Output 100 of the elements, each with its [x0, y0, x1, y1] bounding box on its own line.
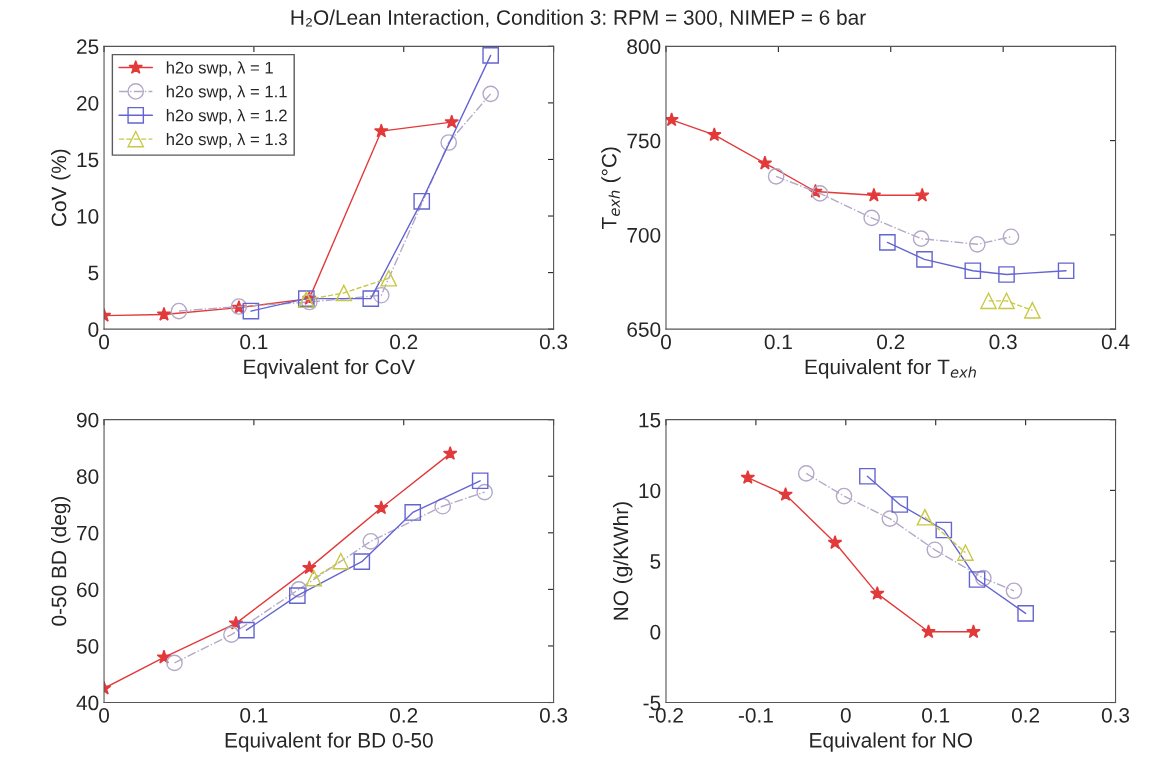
- x-axis-title: Equivalent for BD 0-50: [225, 732, 433, 752]
- y-tick-label: 0: [650, 624, 661, 640]
- point: [881, 510, 899, 528]
- point: [156, 649, 172, 664]
- x-tick-label: 0: [99, 707, 110, 723]
- point: [964, 262, 982, 280]
- y-tick-label: 80: [76, 469, 99, 484]
- point: [879, 234, 896, 251]
- point: [442, 445, 458, 460]
- point: [998, 266, 1015, 283]
- x-tick-label: 0.3: [539, 707, 568, 723]
- y-tick-label: 70: [77, 525, 99, 541]
- chart-title: H₂O/Lean Interaction, Condition 3: RPM = 300, NIMEP = 6 bar: [291, 9, 866, 28]
- point: [980, 292, 997, 310]
- x-axis-title: Eqvivalent for CoV: [244, 359, 415, 379]
- x-tick-label: 0.3: [539, 334, 568, 350]
- point: [1017, 605, 1034, 622]
- x-tick-label: 0: [661, 334, 671, 350]
- point: [811, 185, 829, 202]
- legend-label: h2o swp, λ = 1.2: [166, 109, 287, 125]
- x-tick-label: 0.1: [240, 334, 268, 350]
- point: [482, 47, 499, 64]
- point: [289, 587, 306, 604]
- point: [305, 569, 323, 587]
- point: [921, 624, 936, 639]
- point: [975, 569, 992, 587]
- point: [353, 553, 371, 570]
- point: [998, 292, 1015, 310]
- point: [166, 654, 183, 672]
- legend-label: h2o swp, λ = 1: [166, 61, 273, 77]
- point: [476, 483, 493, 501]
- point: [740, 470, 756, 484]
- x-tick-label: 0.3: [989, 334, 1017, 350]
- point: [957, 544, 974, 561]
- point: [869, 585, 885, 600]
- point: [916, 508, 934, 526]
- point: [471, 472, 489, 490]
- y-axis-title: 0-50 BD (deg): [51, 496, 71, 626]
- x-tick-label: 0.2: [390, 334, 418, 350]
- point: [912, 230, 930, 247]
- x-tick-label: 0.3: [1101, 707, 1130, 723]
- point: [863, 209, 880, 227]
- point: [914, 187, 930, 202]
- point: [1057, 262, 1075, 280]
- point: [1005, 582, 1023, 600]
- x-tick-label: 0.1: [240, 707, 268, 723]
- point: [440, 134, 458, 151]
- y-axis-title: CoV (%): [51, 149, 71, 227]
- point: [223, 626, 240, 643]
- point: [373, 500, 389, 515]
- x-axis-title: Equivalent for NO: [810, 732, 972, 752]
- point: [242, 302, 260, 320]
- point: [332, 552, 350, 570]
- point: [797, 465, 815, 482]
- y-tick-label: 800: [627, 39, 661, 55]
- point: [238, 621, 255, 639]
- point: [1024, 301, 1041, 319]
- y-tick-label: 0: [88, 322, 99, 337]
- point: [778, 486, 793, 501]
- point: [482, 85, 499, 103]
- point: [380, 269, 398, 287]
- point: [335, 284, 353, 302]
- point: [835, 487, 853, 505]
- x-tick-label: 0: [99, 334, 110, 350]
- x-tick-label: 0: [840, 707, 851, 723]
- x-tick-label: 0.2: [390, 707, 418, 723]
- legend-label: h2o swp, λ = 1.1: [166, 85, 287, 101]
- point: [707, 127, 722, 142]
- y-tick-label: 5: [88, 265, 99, 281]
- point: [444, 114, 459, 129]
- point: [362, 290, 380, 307]
- point: [859, 467, 876, 485]
- x-tick-label: 0.2: [1011, 707, 1040, 723]
- point: [926, 541, 944, 559]
- x-tick-label: 0.1: [922, 707, 950, 723]
- y-tick-label: 10: [77, 209, 99, 224]
- point: [827, 535, 843, 550]
- point: [916, 251, 933, 268]
- point: [156, 306, 172, 321]
- x-tick-label: 0.2: [877, 334, 905, 350]
- y-axis-title: NO (g/KWhr): [612, 502, 633, 620]
- y-tick-label: 20: [77, 95, 99, 111]
- point: [373, 123, 389, 138]
- y-tick-label: 15: [77, 152, 99, 168]
- point: [413, 192, 431, 210]
- point: [170, 302, 188, 320]
- point: [302, 560, 317, 575]
- x-tick-label: 0.1: [764, 334, 792, 350]
- point: [665, 112, 679, 127]
- y-tick-label: 60: [77, 582, 99, 598]
- x-tick-label: 0.4: [1101, 334, 1130, 350]
- point: [290, 581, 308, 598]
- y-tick-label: 15: [639, 412, 661, 428]
- point: [935, 521, 953, 539]
- y-tick-label: 750: [627, 133, 661, 149]
- y-tick-label: 700: [627, 227, 661, 243]
- y-axis-title: T$_{exh}$ (°C): [601, 147, 621, 230]
- point: [866, 187, 882, 202]
- y-tick-label: 90: [76, 412, 99, 428]
- legend-label: h2o swp, λ = 1.3: [166, 132, 287, 149]
